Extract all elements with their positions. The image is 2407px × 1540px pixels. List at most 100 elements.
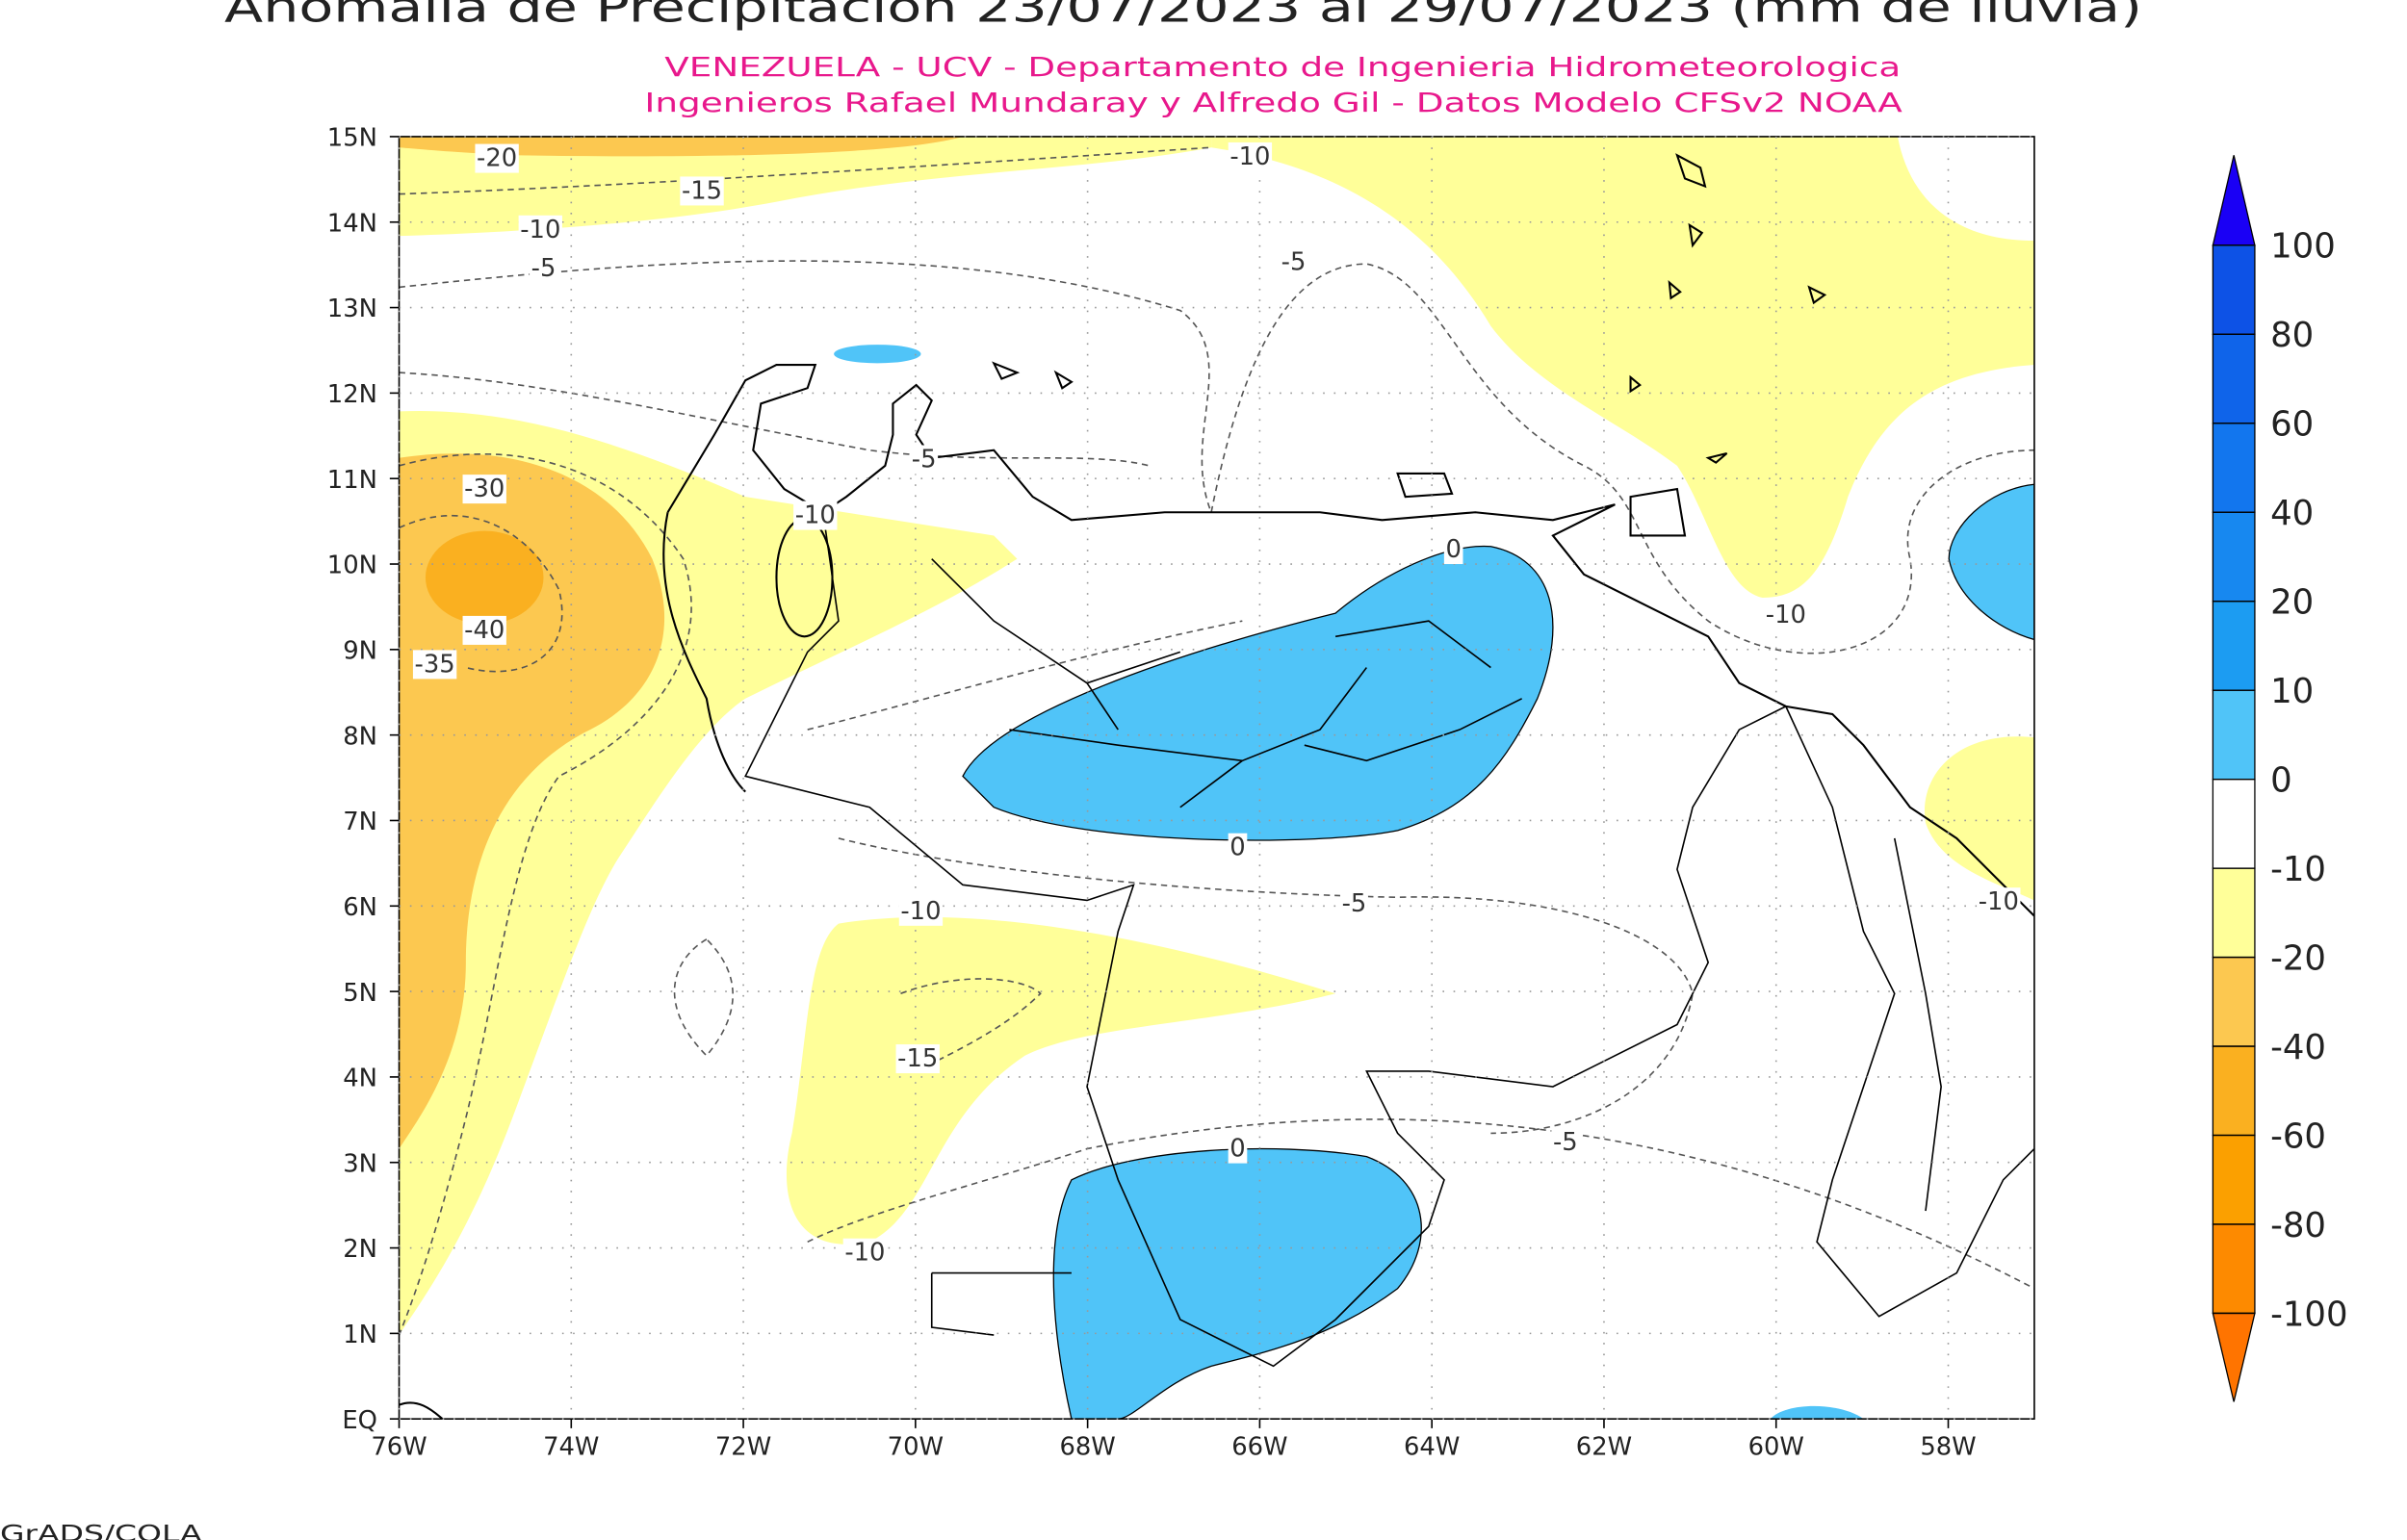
colorbar-label: 0 (2270, 761, 2292, 801)
contour-label: -35 (415, 650, 455, 679)
contour-label-bg (518, 215, 562, 244)
y-tick-label: 12N (327, 380, 377, 409)
subtitle: VENEZUELA - UCV - Departamento de Ingeni… (664, 53, 1901, 83)
coastline (399, 512, 746, 1420)
colorbar-swatch (2212, 779, 2256, 869)
contour-label: -10 (844, 1239, 885, 1268)
colorbar-swatch (2212, 689, 2256, 781)
contour-label: -10 (900, 897, 941, 926)
y-tick-label: 11N (327, 466, 377, 495)
island (992, 153, 1827, 499)
x-tick-label: 60W (1748, 1432, 1804, 1461)
contour-label-bg (680, 176, 724, 206)
contour (1210, 263, 2034, 654)
region (786, 916, 1336, 1245)
y-tick-label: 9N (343, 637, 377, 666)
contour-label: -5 (1553, 1128, 1578, 1157)
contour-label: -5 (1281, 248, 1307, 277)
colorbar-over (2212, 155, 2256, 246)
contour-label: -5 (531, 254, 556, 283)
colorbar-swatch (2212, 601, 2256, 691)
contour-label-bg (793, 500, 838, 530)
region (1211, 136, 2034, 598)
region (962, 545, 1554, 841)
colorbar-swatch (2212, 956, 2256, 1047)
colorbar-swatch (2212, 423, 2256, 513)
map-area (399, 136, 2034, 1420)
colorbar-label: 80 (2270, 316, 2314, 355)
contour (399, 514, 563, 673)
region (1925, 736, 2034, 901)
colorbar-label: -100 (2270, 1295, 2348, 1334)
contour (399, 372, 1150, 467)
x-tick-label: 70W (888, 1432, 944, 1461)
region (1770, 1405, 1864, 1420)
colorbar-swatch (2212, 1045, 2256, 1137)
contour-label: -10 (1979, 887, 2019, 916)
colorbar-swatch (2212, 244, 2256, 335)
colorbar-swatch (2212, 1223, 2256, 1315)
y-tick-label: 6N (343, 893, 377, 922)
contour-label-bg (1228, 1134, 1248, 1164)
border (930, 706, 2034, 1336)
contour-label: -10 (520, 216, 560, 244)
contour (807, 1118, 2034, 1290)
contour-label-bg (1977, 887, 2021, 917)
y-tick-label: EQ (342, 1406, 377, 1435)
colorbar-swatch (2212, 511, 2256, 603)
colorbar-label: 10 (2270, 672, 2314, 711)
y-tick-label: 2N (343, 1235, 377, 1264)
colorbar-under (2212, 1312, 2256, 1402)
contour-label: -10 (1229, 142, 1270, 171)
contour (399, 146, 1212, 195)
y-tick-label: 4N (343, 1065, 377, 1093)
contour-label: -20 (477, 144, 517, 173)
colorbar-swatch (2212, 333, 2256, 424)
colorbar-swatch (2212, 867, 2256, 959)
x-tick-label: 74W (543, 1432, 599, 1461)
region (1052, 1147, 1422, 1420)
contour-label-bg (842, 1238, 888, 1268)
x-tick-label: 64W (1404, 1432, 1460, 1461)
contour-label-bg (1280, 247, 1308, 277)
colorbar-label: -20 (2270, 938, 2326, 978)
region (425, 530, 544, 625)
x-tick-label: 66W (1231, 1432, 1287, 1461)
contour-label-bg (1228, 141, 1273, 171)
y-tick-label: 10N (327, 552, 377, 580)
contour-label: -10 (795, 501, 836, 530)
contour-label-bg (910, 445, 939, 475)
colorbar-label: 60 (2270, 405, 2314, 445)
contour-label-bg (895, 1044, 940, 1074)
contour-label: -40 (464, 616, 505, 645)
x-tick-label: 72W (715, 1432, 771, 1461)
contour (807, 620, 1694, 1135)
contour-label: 0 (1229, 834, 1245, 862)
contour (399, 453, 692, 1336)
contour-label-bg (1339, 888, 1368, 918)
contour-label: 0 (1229, 1135, 1245, 1164)
contour-label-bg (462, 615, 506, 645)
y-tick-label: 1N (343, 1321, 377, 1349)
x-tick-label: 58W (1920, 1432, 1976, 1461)
border (744, 512, 1787, 1368)
contour-label: 0 (1445, 535, 1461, 564)
contour-label-bg (412, 650, 457, 680)
colorbar-label: 40 (2270, 494, 2314, 533)
y-tick-label: 15N (327, 124, 377, 153)
colorbar-label: -10 (2270, 850, 2326, 889)
title: Anomalia de Precipitacion 23/07/2023 al … (224, 0, 2142, 33)
x-tick-label: 62W (1576, 1432, 1632, 1461)
y-tick-label: 3N (343, 1149, 377, 1178)
region (834, 345, 921, 364)
contour-label: -5 (912, 445, 937, 474)
colorbar-label: -80 (2270, 1206, 2326, 1245)
contour-label: -5 (1342, 889, 1367, 918)
colorbar-label: -40 (2270, 1028, 2326, 1067)
contour-label-bg (1228, 833, 1248, 862)
y-tick-label: 14N (327, 209, 377, 238)
region (399, 136, 964, 157)
y-tick-label: 13N (327, 295, 377, 323)
colorbar-swatch (2212, 1134, 2256, 1225)
